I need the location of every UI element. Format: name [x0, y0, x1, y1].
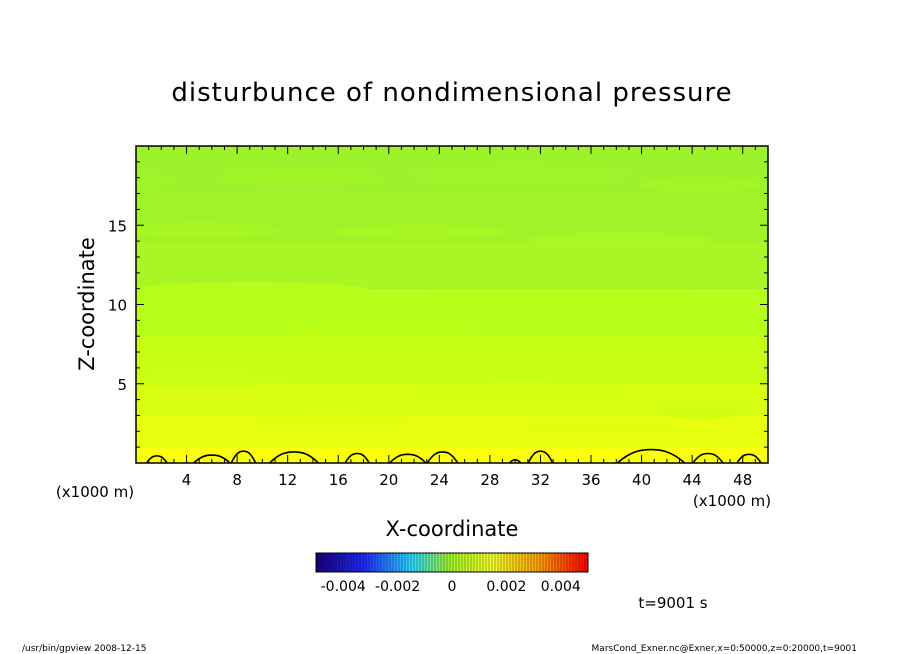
x-axis-ticks: 4 8 12 16 20 24 28 32 36 40 44 48 [148, 146, 756, 489]
field-variation-14 [510, 421, 690, 435]
field-variation-11 [400, 382, 640, 398]
x-tick-label: 4 [182, 471, 192, 489]
chart-title: disturbunce of nondimensional pressure [171, 78, 732, 108]
colorbar-tick-label: 0.002 [486, 579, 526, 595]
field-variation-13 [240, 413, 420, 427]
x-tick-label: 36 [581, 471, 600, 489]
field-band-5 [136, 241, 768, 290]
x-unit-label: (x1000 m) [693, 492, 771, 510]
colorbar-stripes [317, 553, 586, 572]
colorbar-tick-label: 0 [448, 579, 457, 595]
field-variations [136, 166, 760, 435]
colorbar-tick-label: -0.004 [321, 579, 366, 595]
plot-area [136, 146, 768, 463]
footer-left: /usr/bin/gpview 2008-12-15 [22, 644, 146, 654]
time-label: t=9001 s [638, 594, 707, 612]
x-tick-label: 28 [480, 471, 499, 489]
field-variation-1 [220, 170, 380, 186]
field-variation-12 [650, 401, 750, 419]
field-variation-9 [280, 323, 480, 337]
colorbar-tick-label: -0.002 [375, 579, 420, 595]
field-variation-2 [410, 166, 630, 184]
field-variation-5 [330, 225, 510, 239]
field-variation-4 [136, 222, 280, 238]
colorbar: -0.004 -0.002 0 0.002 0.004 [315, 552, 589, 595]
colorbar-frame [315, 552, 589, 573]
colorbar-tick-label: 0.004 [541, 579, 581, 595]
field-variation-3 [640, 177, 760, 193]
x-tick-label: 12 [278, 471, 297, 489]
field-variation-0 [136, 171, 180, 189]
x-tick-label: 16 [329, 471, 348, 489]
x-axis-label: X-coordinate [386, 517, 519, 541]
z-unit-label: (x1000 m) [56, 483, 134, 501]
y-axis-label: Z-coordinate [75, 237, 99, 371]
x-tick-label: 32 [531, 471, 550, 489]
field-variation-8 [420, 292, 700, 308]
x-tick-label: 40 [632, 471, 651, 489]
field-variation-7 [136, 282, 370, 298]
x-tick-label: 20 [379, 471, 398, 489]
footer-right: MarsCond_Exner.nc@Exner,x=0:50000,z=0:20… [592, 644, 857, 654]
x-tick-label: 8 [232, 471, 242, 489]
y-tick-label: 10 [108, 297, 127, 315]
y-axis-ticks: 5 10 15 [108, 161, 768, 448]
colorbar-labels: -0.004 -0.002 0 0.002 0.004 [321, 579, 581, 595]
x-tick-label: 48 [733, 471, 752, 489]
y-tick-label: 5 [117, 376, 127, 394]
x-tick-label: 44 [683, 471, 702, 489]
x-tick-label: 24 [430, 471, 449, 489]
field-variation-6 [530, 232, 710, 248]
y-tick-label: 15 [108, 217, 127, 235]
field-variation-10 [136, 372, 290, 388]
